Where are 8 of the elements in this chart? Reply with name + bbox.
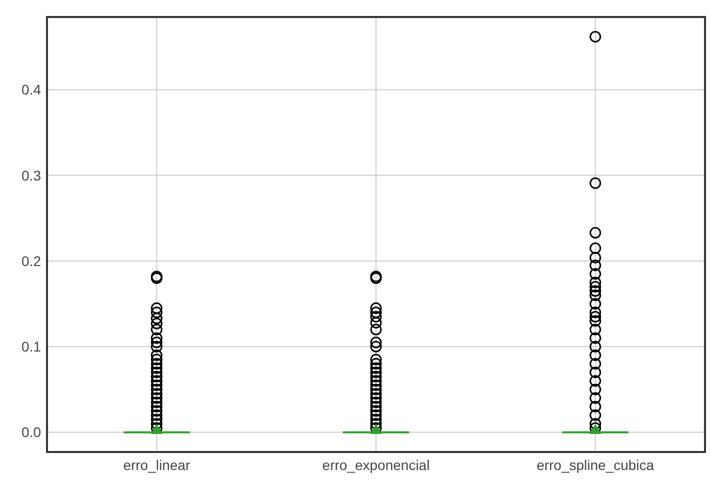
- x-tick-label: erro_exponencial: [322, 457, 430, 473]
- y-tick-label: 0.1: [22, 338, 42, 355]
- x-tick-label: erro_linear: [123, 457, 190, 473]
- y-tick-label: 0.2: [22, 252, 42, 269]
- y-tick-label: 0.4: [22, 82, 42, 98]
- y-tick-label: 0.0: [22, 424, 42, 440]
- x-tick-label: erro_spline_cubica: [536, 457, 654, 473]
- y-tick-label: 0.3: [22, 167, 42, 184]
